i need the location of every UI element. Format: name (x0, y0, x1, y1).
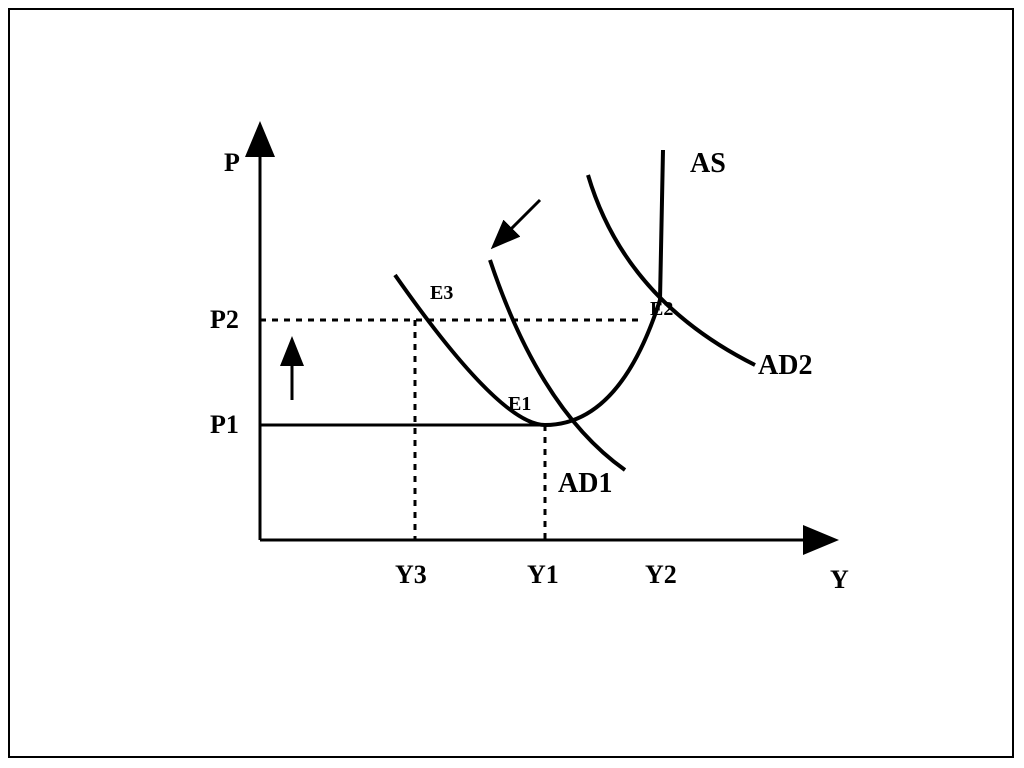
as-label: AS (690, 148, 726, 180)
y-axis-label: P (224, 148, 240, 178)
economics-diagram (0, 0, 1024, 768)
ad2-label: AD2 (758, 350, 812, 382)
p2-label: P2 (210, 305, 239, 335)
ad1-label: AD1 (558, 468, 612, 500)
e2-label: E2 (650, 298, 673, 321)
ad1-curve (490, 260, 625, 470)
p1-label: P1 (210, 410, 239, 440)
e1-label: E1 (508, 393, 531, 416)
e3-label: E3 (430, 282, 453, 305)
y2-label: Y2 (645, 560, 677, 590)
x-axis-label: Y (830, 565, 849, 595)
ad2-curve (588, 175, 755, 365)
y3-label: Y3 (395, 560, 427, 590)
y1-label: Y1 (527, 560, 559, 590)
